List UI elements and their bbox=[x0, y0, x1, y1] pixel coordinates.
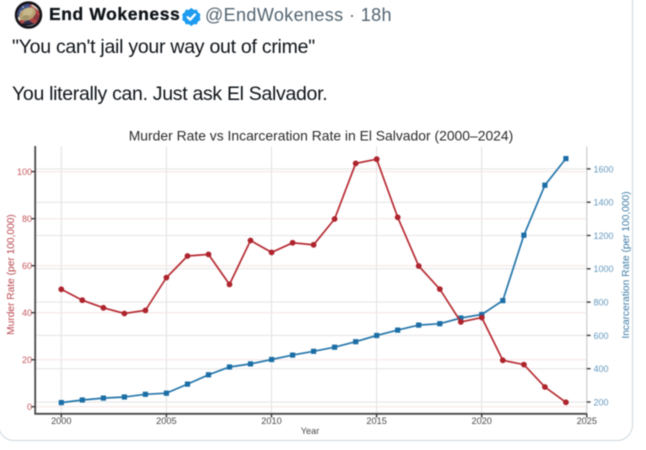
svg-text:100: 100 bbox=[17, 167, 32, 177]
svg-text:Murder Rate (per 100,000): Murder Rate (per 100,000) bbox=[6, 214, 17, 335]
svg-text:1600: 1600 bbox=[594, 164, 614, 174]
svg-text:20: 20 bbox=[22, 355, 32, 365]
svg-text:60: 60 bbox=[22, 261, 32, 271]
svg-text:400: 400 bbox=[594, 364, 609, 374]
svg-text:1000: 1000 bbox=[594, 264, 614, 274]
svg-text:2000: 2000 bbox=[51, 416, 71, 426]
svg-text:200: 200 bbox=[594, 397, 609, 407]
svg-text:1200: 1200 bbox=[594, 231, 614, 241]
svg-text:80: 80 bbox=[22, 214, 32, 224]
svg-text:Murder Rate vs Incarceration R: Murder Rate vs Incarceration Rate in El … bbox=[129, 128, 514, 144]
svg-text:2015: 2015 bbox=[366, 416, 386, 426]
svg-text:2005: 2005 bbox=[156, 416, 176, 426]
svg-text:800: 800 bbox=[594, 298, 609, 308]
svg-text:1400: 1400 bbox=[594, 198, 614, 208]
svg-text:Year: Year bbox=[301, 426, 320, 436]
svg-text:Incarceration Rate (per 100,00: Incarceration Rate (per 100,000) bbox=[621, 191, 632, 338]
svg-text:2020: 2020 bbox=[471, 416, 491, 426]
svg-text:40: 40 bbox=[22, 308, 32, 318]
svg-text:2025: 2025 bbox=[577, 416, 597, 426]
svg-text:600: 600 bbox=[594, 331, 609, 341]
svg-text:0: 0 bbox=[27, 402, 32, 412]
svg-text:2010: 2010 bbox=[261, 416, 281, 426]
